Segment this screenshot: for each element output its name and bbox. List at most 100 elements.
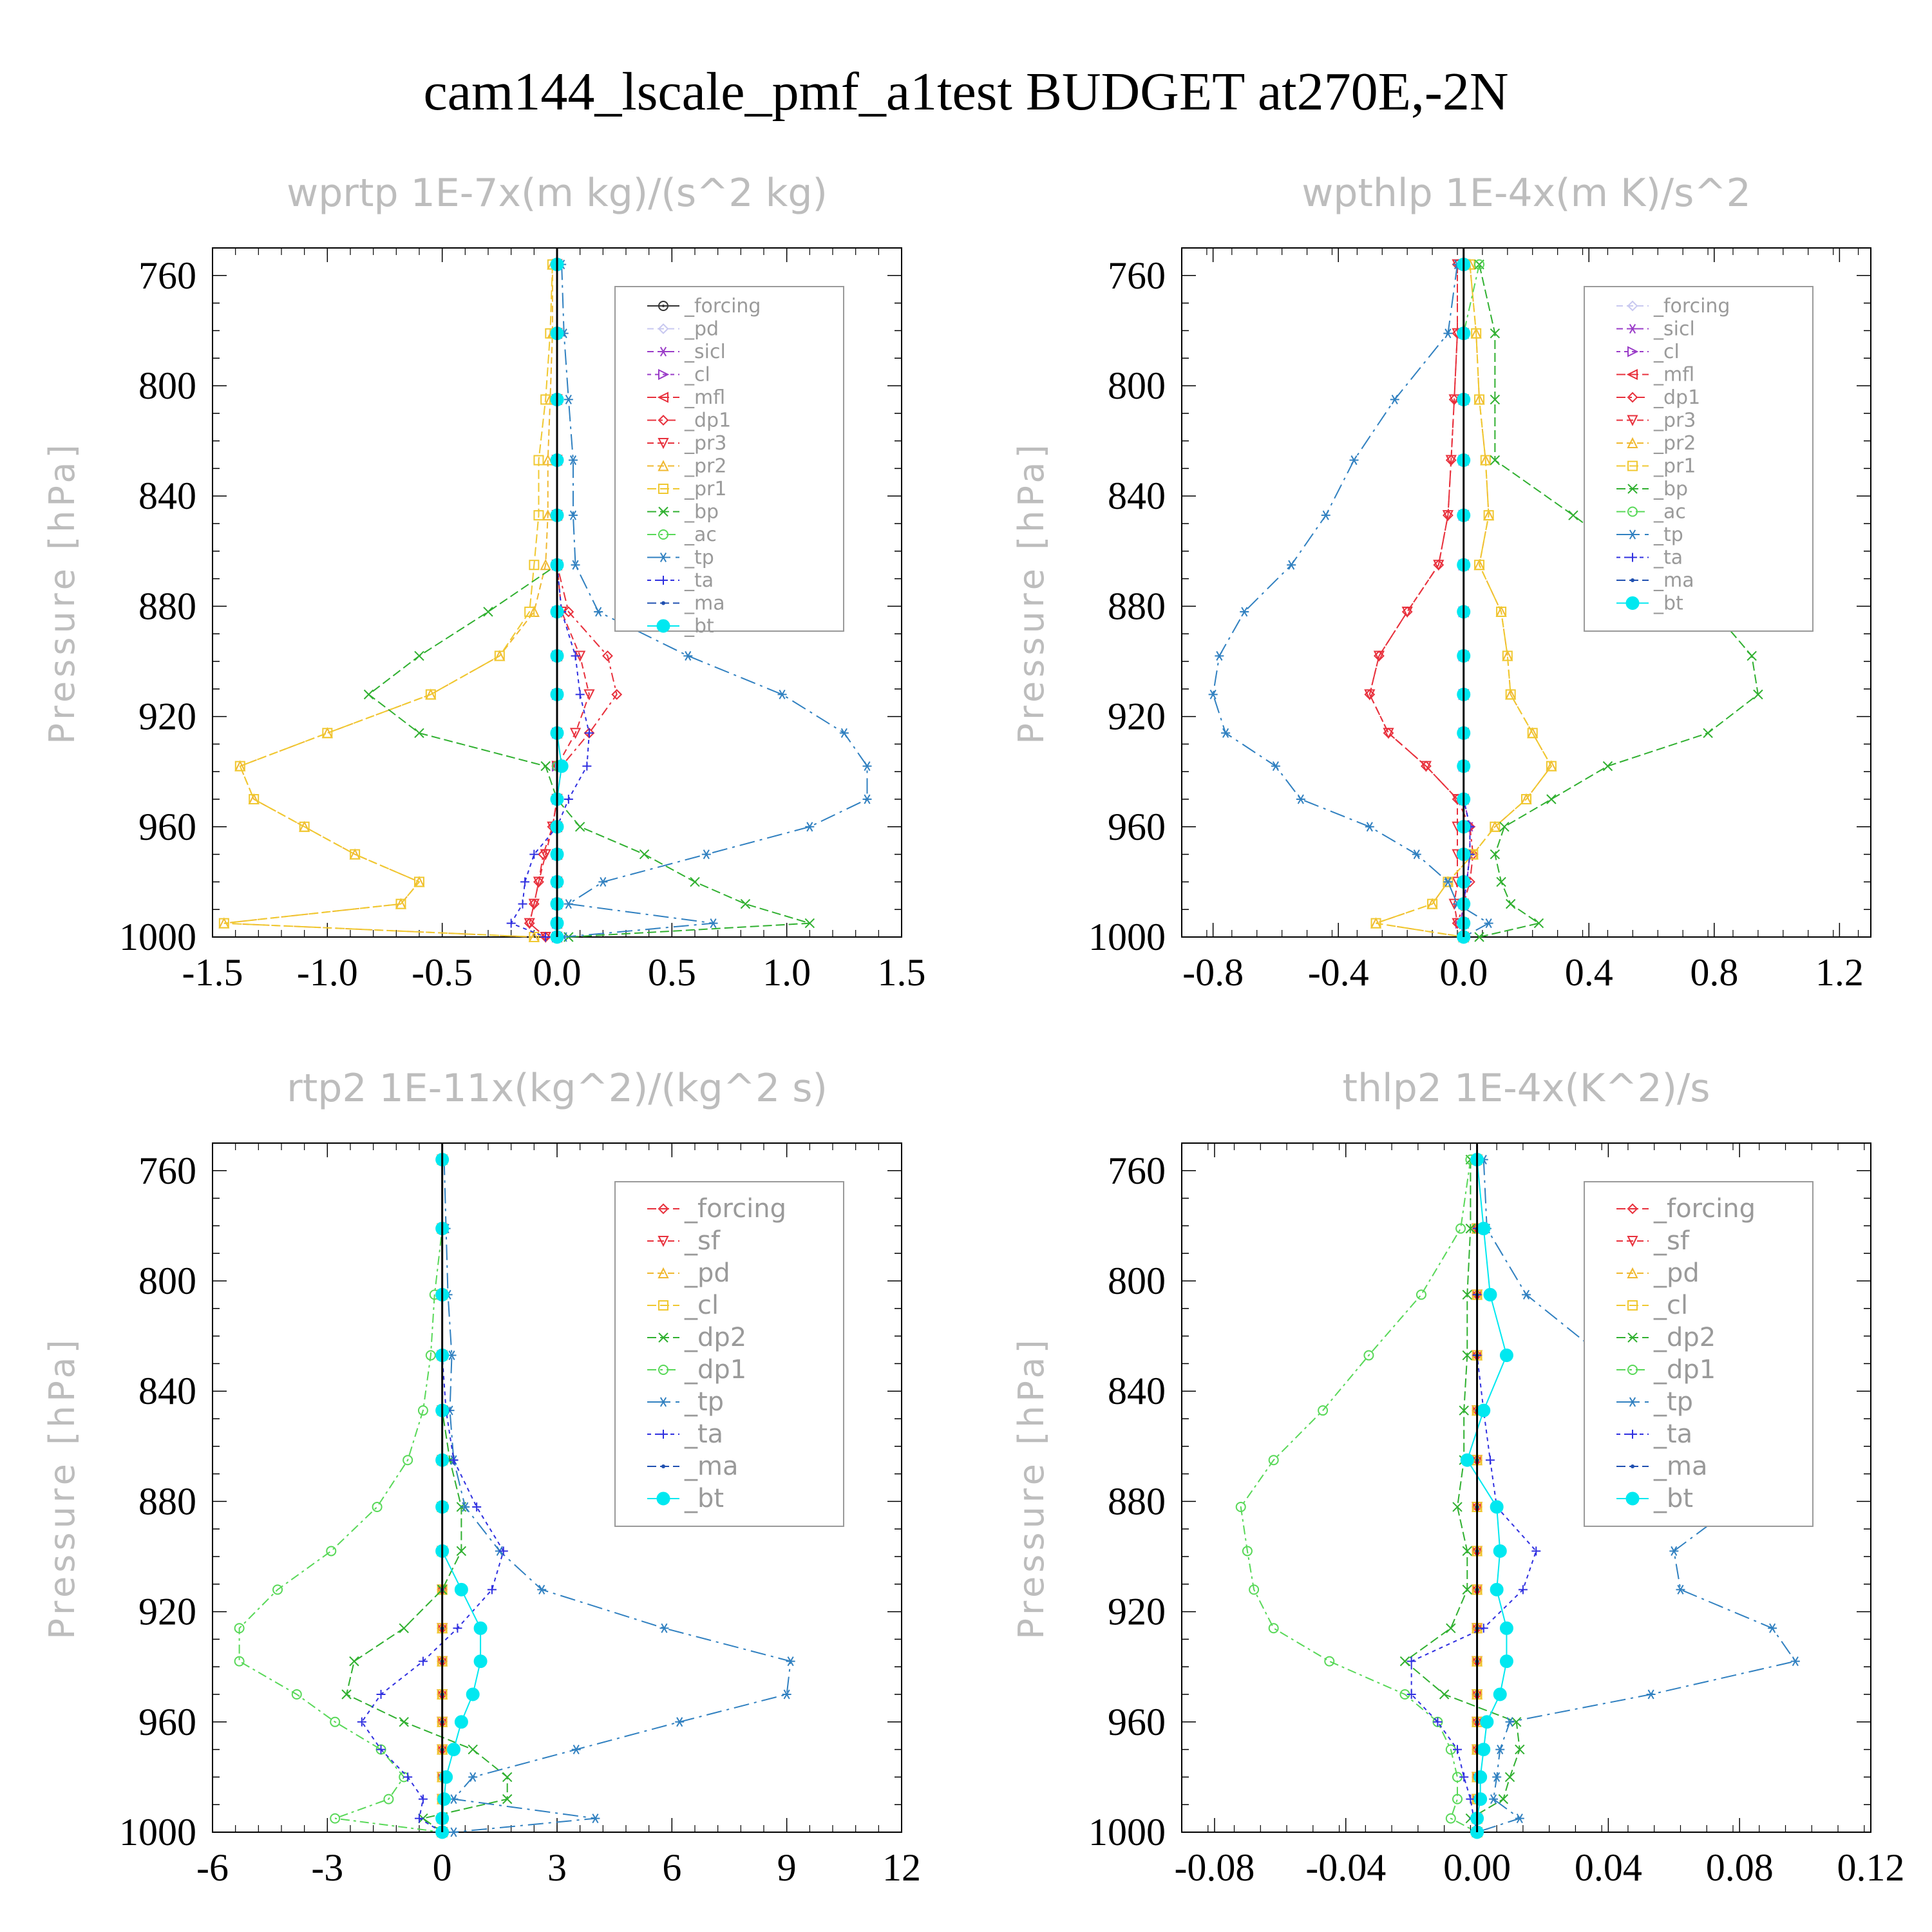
data-point [456, 1546, 467, 1557]
data-point [571, 651, 580, 661]
data-point [1493, 1687, 1507, 1701]
legend-marker [1631, 1464, 1634, 1468]
series-line [1459, 264, 1471, 938]
data-point [502, 1772, 513, 1783]
data-point [1406, 1656, 1416, 1666]
y-tick-label: 760 [1108, 254, 1166, 297]
data-point [415, 1814, 424, 1823]
legend-marker [658, 1267, 669, 1278]
legend-box [614, 1181, 844, 1527]
panel-title: rtp2 1E-11x(kg^2)/(kg^2 s) [287, 1066, 828, 1111]
data-point [594, 607, 603, 617]
series-line [443, 1159, 791, 1833]
legend-label: _bt [1653, 592, 1683, 615]
legend-label: _pr3 [1653, 410, 1696, 432]
data-point [524, 918, 535, 929]
legend-label: _mfl [684, 386, 725, 409]
legend-label: _cl [684, 1291, 719, 1320]
legend-marker [1628, 553, 1637, 562]
data-point [708, 918, 718, 929]
data-point [540, 394, 551, 405]
data-point [494, 650, 505, 661]
data-point [1215, 650, 1224, 661]
data-point [437, 1792, 451, 1806]
legend-label: _sf [684, 1226, 721, 1256]
data-point [1442, 510, 1454, 522]
data-point [1505, 689, 1516, 700]
legend-label: _dp1 [1653, 386, 1700, 409]
data-point [1490, 1582, 1504, 1596]
panel-title: wpthlp 1E-4x(m K)/s^2 [1302, 171, 1751, 216]
data-point [1480, 455, 1491, 466]
x-tick-label: 0.8 [1690, 951, 1738, 994]
data-point [533, 876, 545, 888]
series-dp1 [234, 1154, 448, 1837]
legend-marker [1626, 368, 1638, 381]
legend: _forcing_pd_sicl_cl_mfl_dp1_pr3_pr2_pr1_… [614, 286, 844, 638]
data-point [571, 560, 580, 570]
series-pr2 [218, 258, 558, 942]
data-point [862, 794, 872, 804]
data-point [1460, 1453, 1474, 1467]
data-point [563, 606, 574, 618]
legend-label: _ta [1653, 547, 1683, 569]
data-point [1208, 689, 1218, 699]
y-tick-label: 840 [138, 1370, 196, 1412]
chart-panel-3: rtp2 1E-11x(kg^2)/(kg^2 s) Pressure [hPa]… [42, 1066, 921, 1889]
data-point [1546, 761, 1557, 772]
legend: _forcing_sicl_cl_mfl_dp1_pr3_pr2_pr1_bp_… [1584, 286, 1814, 632]
series-dp2 [341, 1154, 513, 1837]
data-point [473, 1621, 488, 1635]
data-point [1445, 455, 1457, 466]
data-point [1533, 918, 1544, 929]
data-point [1365, 822, 1374, 832]
data-point [472, 1502, 482, 1511]
data-point [350, 849, 361, 860]
data-point [575, 690, 585, 699]
data-point [330, 1716, 341, 1727]
data-point [299, 821, 310, 832]
x-tick-label: 1.2 [1815, 951, 1864, 994]
y-axis-label: Pressure [hPa] [42, 1336, 82, 1639]
y-tick-label: 760 [1108, 1150, 1166, 1192]
series-line [561, 264, 868, 938]
data-point [1427, 898, 1438, 909]
data-point [418, 1794, 428, 1804]
x-tick-label: -6 [196, 1846, 229, 1889]
series-pr3 [1364, 259, 1470, 943]
legend: _forcing_sf_pd _cl _dp2 _dp1_tp_ta _ma _bt [1584, 1181, 1814, 1527]
data-point [399, 1717, 409, 1727]
x-tick-label: -0.4 [1308, 951, 1369, 994]
legend-label: _pr2 [684, 455, 726, 478]
legend-marker [1627, 300, 1638, 312]
legend-label: _sf [1653, 1226, 1690, 1256]
data-point [402, 1455, 413, 1466]
y-tick-label: 800 [138, 1260, 196, 1302]
x-tick-label: -1.0 [297, 951, 358, 994]
data-point [1477, 1743, 1491, 1757]
data-point [1221, 728, 1231, 738]
data-point [569, 728, 582, 739]
data-point [805, 822, 815, 832]
data-point [1471, 328, 1482, 339]
y-tick-label: 1000 [119, 1811, 196, 1853]
data-point [449, 1455, 459, 1465]
legend-label: _ma [684, 592, 725, 615]
legend-marker [658, 368, 670, 381]
legend-marker [1627, 1365, 1638, 1375]
data-point [582, 761, 592, 771]
x-tick-label: 0.0 [1439, 951, 1488, 994]
data-point [1446, 1623, 1456, 1633]
series-line [529, 264, 590, 938]
data-point [1242, 1546, 1253, 1557]
data-point [1499, 1349, 1513, 1363]
data-point [1477, 1222, 1491, 1236]
data-point [1527, 728, 1538, 739]
data-point [529, 560, 540, 571]
legend-label: _forcing [1653, 295, 1730, 317]
x-tick-label: 0.5 [648, 951, 696, 994]
x-tick-label: -0.04 [1305, 1846, 1386, 1889]
data-point [611, 688, 623, 700]
y-tick-label: 920 [138, 696, 196, 738]
series-line [1459, 264, 1471, 938]
